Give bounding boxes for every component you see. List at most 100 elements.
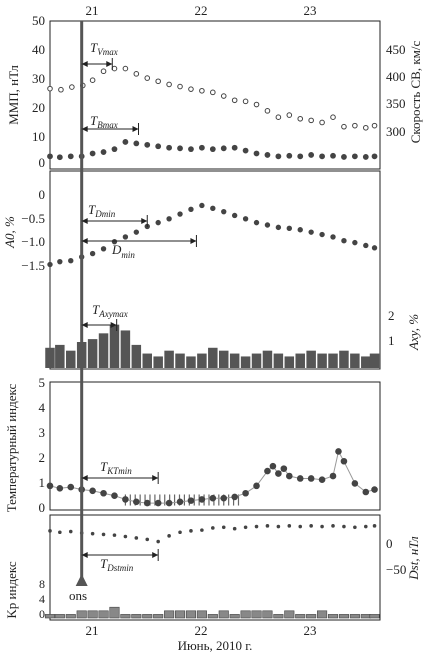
axy-bar — [229, 353, 240, 368]
temp-index-point — [187, 497, 195, 504]
temp-index-point — [165, 499, 173, 507]
temp-index-point — [307, 475, 315, 482]
imf-point — [275, 153, 282, 160]
dst-point — [134, 536, 139, 540]
imf-point — [188, 146, 194, 153]
dst-point — [353, 525, 357, 530]
kp-ytick-4: 4 — [39, 592, 45, 606]
t-dstmin-arrow — [81, 549, 159, 561]
imf-ytick-20: 20 — [32, 100, 45, 115]
imf-ytick-30: 30 — [32, 71, 45, 86]
axy-bar — [98, 333, 109, 368]
axy-bar — [142, 353, 153, 368]
temp-index-point — [362, 488, 370, 496]
temp-index-point — [122, 496, 129, 503]
a0-point — [47, 261, 53, 268]
date-tick-top-22: 22 — [195, 3, 208, 18]
d-min-arrow — [81, 235, 197, 247]
axy-bar — [306, 350, 316, 368]
axy-bar — [153, 356, 163, 368]
kp-bar — [218, 610, 229, 619]
a0-ytick-0: 0 — [39, 187, 46, 202]
solar-wind-point — [264, 108, 271, 114]
dst-point — [68, 529, 73, 534]
solar-wind-point — [253, 101, 260, 108]
a0-point — [210, 205, 216, 212]
kp-ytick-0: 0 — [39, 607, 45, 621]
temp-index-point — [269, 462, 277, 470]
solar-wind-point — [188, 86, 194, 92]
a0-point — [221, 208, 227, 215]
kp-bar — [251, 610, 262, 619]
imf-point — [100, 149, 107, 155]
solar-wind-point — [100, 68, 107, 75]
kp-ytick-8: 8 — [39, 577, 45, 591]
imf-point — [220, 145, 227, 152]
axy-bar — [164, 350, 174, 368]
temp-index-point — [67, 483, 75, 491]
dst-point — [243, 525, 248, 530]
axy-bar — [328, 353, 338, 368]
axy-bar — [295, 353, 305, 368]
t-dmin-arrow — [81, 215, 148, 227]
a0-point — [188, 206, 194, 212]
temp-index-point — [242, 489, 249, 497]
dst-point — [211, 526, 215, 530]
imf-point — [56, 154, 63, 161]
temp-index-line — [49, 449, 375, 504]
imf-point — [133, 140, 140, 147]
solar-wind-point — [122, 65, 129, 72]
solar-wind-point — [133, 71, 140, 77]
temp-index-point — [264, 467, 271, 475]
kp-bar — [120, 614, 131, 619]
temp-index-point — [154, 499, 162, 507]
solar-wind-point — [58, 86, 64, 93]
imf-point — [144, 141, 151, 148]
kp-bar — [65, 614, 76, 619]
kp-bar — [98, 610, 109, 619]
t-axymax-arrow — [81, 319, 118, 331]
temp-index-point — [340, 457, 348, 465]
x-axis-label: Июнь, 2010 г. — [178, 638, 253, 653]
sw-ylabel: Скорость СВ, км/с — [408, 40, 423, 143]
a0-point — [297, 227, 303, 233]
a0-point — [199, 202, 205, 209]
kp-bar — [338, 614, 349, 619]
axy-bar — [251, 353, 262, 368]
a0-ylabel: A0, % — [2, 216, 17, 249]
kp-bar — [142, 614, 153, 619]
a0-point — [352, 239, 358, 246]
kp-bar — [306, 614, 317, 619]
a0-point — [253, 219, 260, 226]
dst-point — [167, 534, 171, 538]
kp-ylabel: Kp индекс — [4, 561, 19, 618]
a0-point — [363, 242, 369, 249]
solar-wind-point — [362, 124, 369, 131]
t-vmax-arrow — [81, 58, 113, 70]
onset-label: ons — [69, 588, 87, 603]
kp-bar — [284, 610, 295, 619]
solar-wind-point — [231, 97, 238, 104]
kp-bar — [54, 614, 65, 619]
a0-point — [100, 246, 107, 252]
temp-ytick-2: 2 — [39, 450, 46, 465]
a0-point — [275, 224, 282, 231]
a0-ytick-05: −0.5 — [21, 211, 45, 226]
temp-ytick-1: 1 — [39, 475, 46, 490]
temp-index-point — [198, 496, 206, 503]
t-axymax-label: TAxymax — [92, 302, 128, 319]
dst-point — [320, 524, 324, 529]
axy-bar — [240, 356, 251, 368]
a0-point — [264, 222, 271, 228]
dst-point — [221, 525, 226, 530]
imf-point — [253, 150, 260, 157]
temp-index-point — [318, 476, 326, 484]
kp-bar — [109, 606, 120, 619]
panel-dst-kp-frame — [49, 514, 381, 621]
t-ktmin-label: TKTmin — [100, 459, 132, 476]
solar-wind-point — [330, 114, 336, 120]
kp-bar — [369, 614, 380, 619]
axy-bar — [131, 344, 142, 368]
imf-point — [242, 147, 249, 154]
imf-point — [264, 152, 271, 158]
